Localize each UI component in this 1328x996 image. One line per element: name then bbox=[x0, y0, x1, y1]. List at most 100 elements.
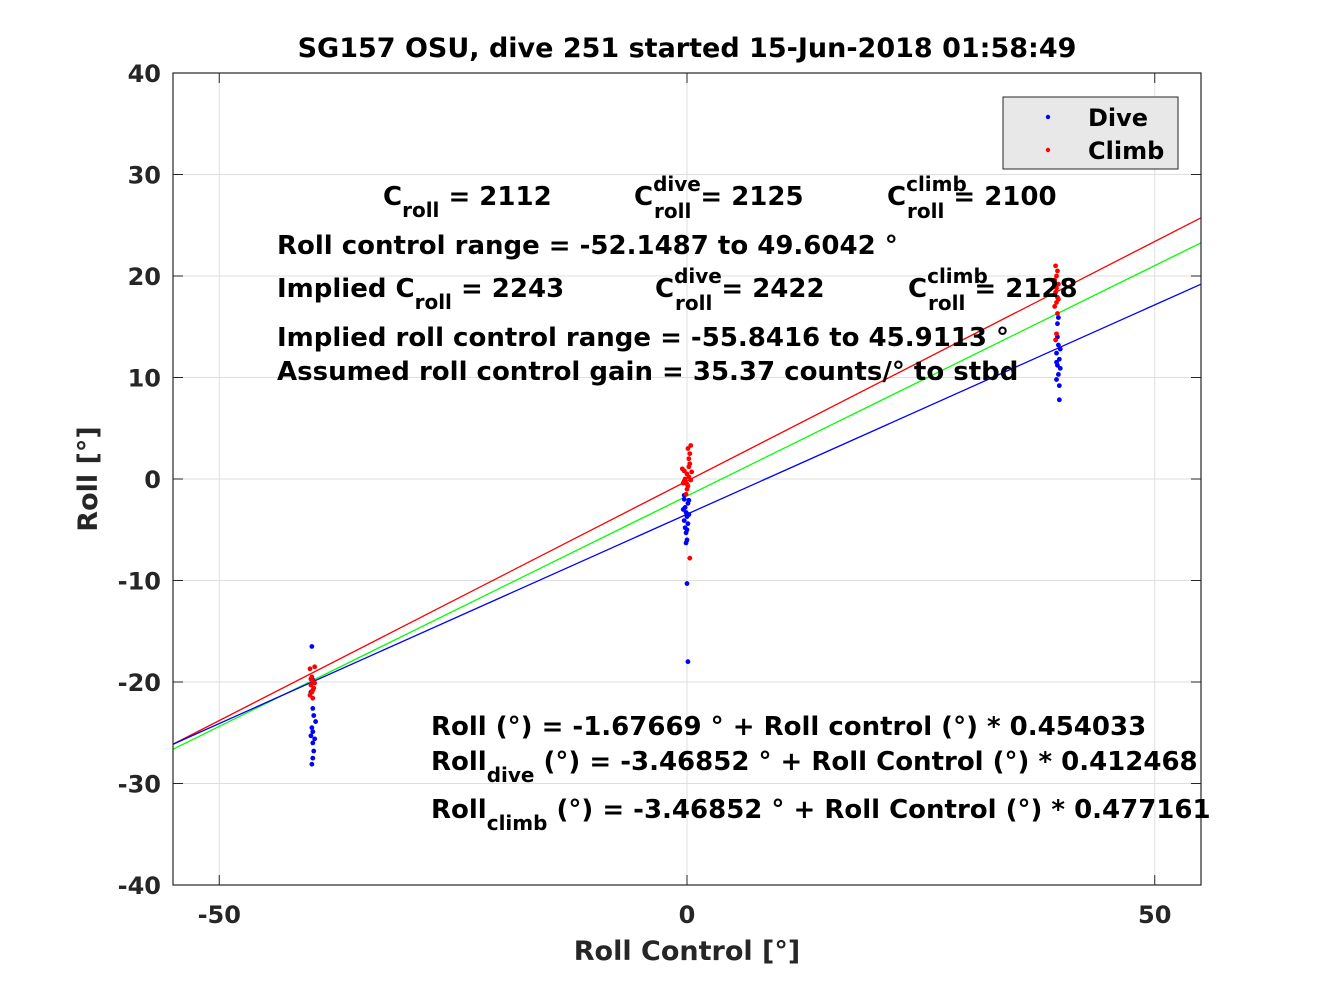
dive-point bbox=[686, 497, 692, 503]
chart-title: SG157 OSU, dive 251 started 15-Jun-2018 … bbox=[298, 33, 1077, 64]
climb-point bbox=[307, 666, 313, 672]
dive-point bbox=[1055, 315, 1061, 321]
y-tick-label: 30 bbox=[128, 162, 161, 190]
x-axis-label: Roll Control [°] bbox=[574, 936, 800, 967]
climb-point bbox=[681, 478, 687, 484]
fit-line-0 bbox=[172, 217, 1202, 745]
dive-point bbox=[311, 748, 317, 754]
legend-marker-climb bbox=[1045, 147, 1051, 153]
climb-point bbox=[1055, 296, 1061, 302]
climb-point bbox=[310, 687, 316, 693]
dive-point bbox=[310, 705, 316, 711]
dive-point bbox=[1054, 350, 1059, 356]
dive-point bbox=[1056, 383, 1062, 389]
x-tick-label: 0 bbox=[679, 901, 696, 929]
y-axis-label: Roll [°] bbox=[73, 426, 104, 531]
y-tick-label: 0 bbox=[144, 466, 161, 494]
climb-point bbox=[312, 680, 318, 686]
climb-point bbox=[1053, 263, 1058, 269]
annotation-c-roll: Croll = 2112 bbox=[383, 182, 552, 222]
dive-point bbox=[681, 518, 687, 524]
annotation-gain: Assumed roll control gain = 35.37 counts… bbox=[277, 357, 1018, 387]
climb-point bbox=[1053, 289, 1058, 295]
y-tick-label: 10 bbox=[128, 365, 161, 393]
climb-point bbox=[1052, 304, 1058, 309]
climb-point bbox=[1054, 285, 1059, 291]
dive-point bbox=[680, 507, 686, 512]
y-tick-label: -20 bbox=[118, 669, 161, 697]
dive-point bbox=[309, 644, 315, 649]
legend: Dive Climb bbox=[1002, 96, 1179, 170]
dive-point bbox=[1057, 346, 1063, 352]
climb-point bbox=[1054, 331, 1059, 337]
dive-point bbox=[1056, 356, 1062, 362]
dive-point bbox=[1055, 372, 1061, 377]
dive-point bbox=[683, 530, 689, 536]
data-points bbox=[307, 263, 1063, 767]
climb-point bbox=[684, 486, 690, 492]
dive-point bbox=[1055, 321, 1060, 327]
dive-point bbox=[309, 725, 315, 731]
dive-point bbox=[310, 740, 316, 746]
climb-point bbox=[688, 477, 694, 483]
climb-point bbox=[310, 695, 316, 701]
annotation-equation-dive: Rolldive (°) = -3.46852 ° + Roll Control… bbox=[431, 747, 1198, 787]
climb-point bbox=[686, 464, 692, 470]
dive-point bbox=[684, 581, 690, 586]
dive-point bbox=[1057, 365, 1063, 371]
y-tick-label: 40 bbox=[128, 60, 161, 88]
climb-point bbox=[1055, 311, 1060, 316]
climb-point bbox=[681, 468, 687, 474]
climb-point bbox=[308, 676, 314, 682]
climb-point bbox=[1052, 277, 1058, 283]
legend-marker-dive bbox=[1045, 114, 1051, 120]
annotation-equation-all: Roll (°) = -1.67669 ° + Roll control (°)… bbox=[431, 712, 1146, 742]
dive-point bbox=[311, 713, 317, 718]
dive-point bbox=[681, 496, 687, 502]
dive-point bbox=[313, 719, 319, 724]
dive-point bbox=[308, 733, 314, 739]
legend-box bbox=[1002, 96, 1179, 170]
axis-ticks: -50 0 50 -40 -30 -20 -10 0 10 20 30 40 bbox=[118, 60, 1201, 929]
annotation-implied-c-roll: Implied Croll = 2243 bbox=[277, 274, 564, 314]
climb-point bbox=[687, 451, 693, 457]
climb-point bbox=[689, 469, 695, 475]
x-tick-label: -50 bbox=[198, 901, 241, 929]
legend-label-climb: Climb bbox=[1088, 137, 1164, 165]
dive-point bbox=[1054, 359, 1059, 365]
climb-point bbox=[312, 664, 318, 670]
climb-point bbox=[687, 555, 693, 561]
annotation-roll-range: Roll control range = -52.1487 to 49.6042… bbox=[277, 231, 898, 261]
climb-point bbox=[308, 682, 314, 688]
climb-point bbox=[685, 446, 691, 451]
dive-point bbox=[312, 736, 318, 742]
y-tick-label: -10 bbox=[118, 568, 161, 596]
climb-point bbox=[1055, 281, 1061, 287]
climb-point bbox=[1053, 337, 1058, 343]
climb-point bbox=[1054, 273, 1059, 279]
dive-point bbox=[310, 729, 316, 735]
dive-point bbox=[685, 521, 691, 527]
annotation-implied-range: Implied roll control range = -55.8416 to… bbox=[277, 323, 1009, 353]
y-tick-label: -40 bbox=[118, 872, 161, 900]
dive-point bbox=[1055, 342, 1061, 348]
legend-label-dive: Dive bbox=[1088, 104, 1148, 132]
climb-point bbox=[684, 481, 690, 487]
dive-point bbox=[683, 540, 689, 546]
dive-point bbox=[1056, 397, 1062, 403]
annotation-c-roll-climb: Cclimb roll = 2100 bbox=[887, 172, 1057, 223]
climb-point bbox=[686, 456, 692, 462]
y-tick-label: 20 bbox=[128, 263, 161, 291]
climb-point bbox=[1055, 268, 1060, 274]
dive-point bbox=[686, 512, 692, 517]
climb-point bbox=[307, 692, 313, 698]
annotations: Croll = 2112 Cdive roll = 2125 Cclimb roll… bbox=[277, 172, 1211, 835]
dive-point bbox=[1054, 377, 1059, 382]
climb-point bbox=[688, 443, 694, 448]
y-tick-label: -30 bbox=[118, 771, 161, 799]
annotation-c-roll-dive: Cdive roll = 2125 bbox=[634, 172, 804, 223]
dive-point bbox=[685, 659, 691, 665]
dive-point bbox=[310, 755, 316, 761]
annotation-implied-c-roll-climb: Cclimb roll = 2128 bbox=[908, 264, 1078, 315]
